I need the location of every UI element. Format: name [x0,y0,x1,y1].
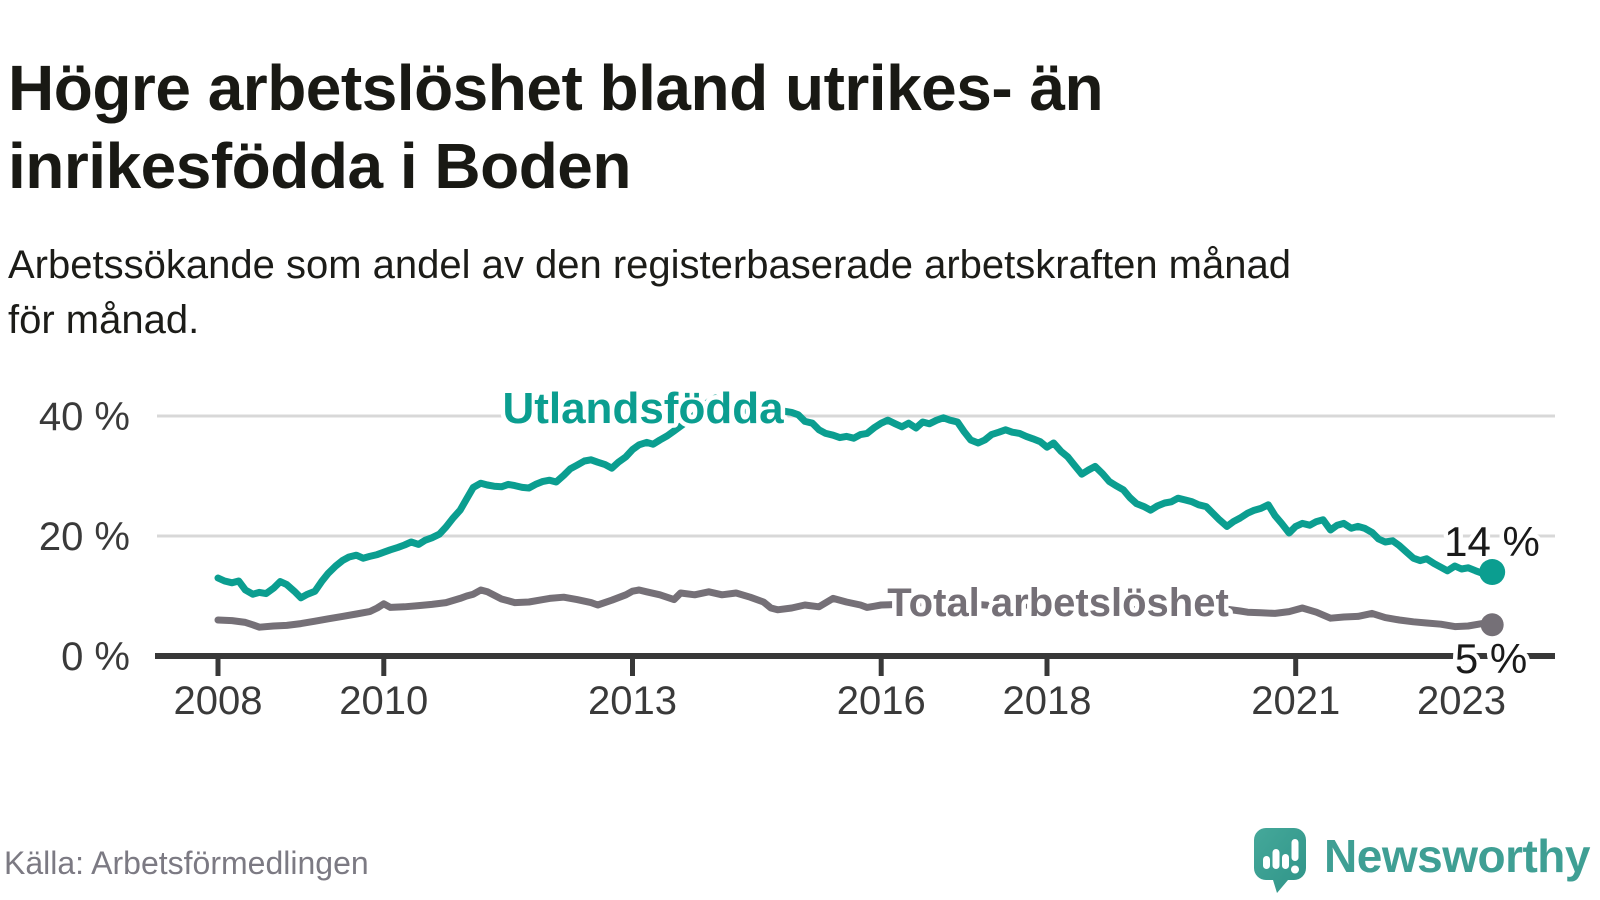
series-label-utlandsfodda: Utlandsfödda [502,384,784,433]
y-axis-label: 40 % [39,395,130,439]
chart-title-line2: inrikesfödda i Boden [8,129,631,202]
x-axis-label: 2021 [1251,679,1340,723]
x-axis-label: 2010 [339,679,428,723]
chart-title-line1: Högre arbetslöshet bland utrikes- än [8,51,1104,124]
chart-title: Högre arbetslöshet bland utrikes- än inr… [8,49,1568,205]
series-end-dot-total [1480,613,1504,637]
x-axis-label: 2016 [837,679,926,723]
chart-subtitle: Arbetssökande som andel av den registerb… [8,238,1588,348]
y-axis-label: 20 % [39,515,130,559]
chart-subtitle-line2: för månad. [8,298,200,342]
series-end-value-total: 5 % [1455,635,1527,682]
newsworthy-logo-icon [1254,828,1307,893]
chart-subtitle-line1: Arbetssökande som andel av den registerb… [8,243,1291,287]
series-end-dot-utlandsfodda [1479,559,1506,585]
x-axis-label: 2008 [174,679,263,723]
source-note: Källa: Arbetsförmedlingen [4,845,369,881]
series-line-utlandsfodda [214,394,1496,602]
newsworthy-brand-text: Newsworthy [1324,830,1590,882]
newsworthy-logo: Newsworthy [1254,828,1590,894]
x-axis-label: 2018 [1003,679,1092,723]
y-axis-label: 0 % [61,635,130,679]
series-label-total: Total arbetslöshet [887,581,1229,625]
series-line-total [214,586,1496,631]
series-end-value-utlandsfodda: 14 % [1444,518,1540,565]
x-axis-label: 2013 [588,679,677,723]
x-axis-label: 2023 [1417,679,1506,723]
